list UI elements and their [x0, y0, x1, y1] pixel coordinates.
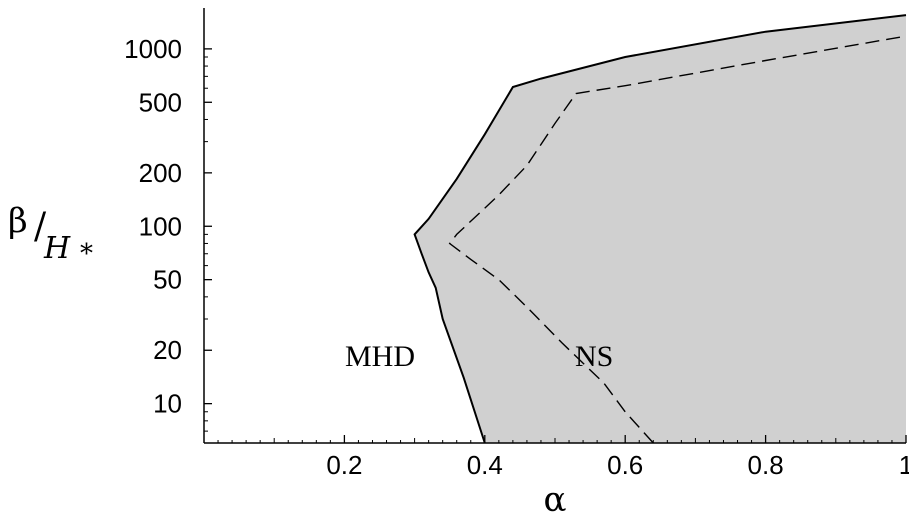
y-axis-title: β / H *: [8, 201, 93, 269]
y-axis-title-main: β: [8, 201, 28, 241]
x-tick-label: 0.6: [607, 450, 643, 480]
x-tick-label: 0.4: [467, 450, 503, 480]
y-tick-labels: 10 20 50 100 200 500 1000: [124, 34, 182, 419]
x-tick-labels: 0.2 0.4 0.6 0.8 1: [326, 450, 909, 480]
y-tick-label: 100: [139, 211, 182, 241]
mhd-curve: [413, 14, 907, 444]
y-axis-title-sub: H: [43, 231, 71, 266]
x-tick-label: 0.2: [326, 450, 362, 480]
y-major-ticks: [204, 48, 212, 405]
x-minor-ticks: [217, 438, 893, 443]
y-axis-title-sup: *: [80, 239, 93, 269]
x-major-ticks: [343, 435, 907, 443]
y-axis-title-slash: /: [34, 206, 47, 247]
x-tick-label: 0.8: [748, 450, 784, 480]
x-axis-title: α: [544, 480, 567, 520]
y-tick-label: 1000: [124, 34, 182, 64]
y-tick-label: 20: [153, 335, 182, 365]
mhd-shaded-region: [414, 15, 906, 443]
annotation-ns: NS: [575, 340, 613, 373]
y-tick-label: 200: [139, 158, 182, 188]
ns-curve: [448, 35, 907, 444]
x-tick-label: 1: [899, 450, 909, 480]
y-tick-label: 500: [139, 87, 182, 117]
y-tick-label: 50: [153, 265, 182, 295]
y-tick-label: 10: [153, 389, 182, 419]
annotation-mhd: MHD: [345, 340, 415, 373]
y-minor-ticks: [204, 56, 208, 444]
